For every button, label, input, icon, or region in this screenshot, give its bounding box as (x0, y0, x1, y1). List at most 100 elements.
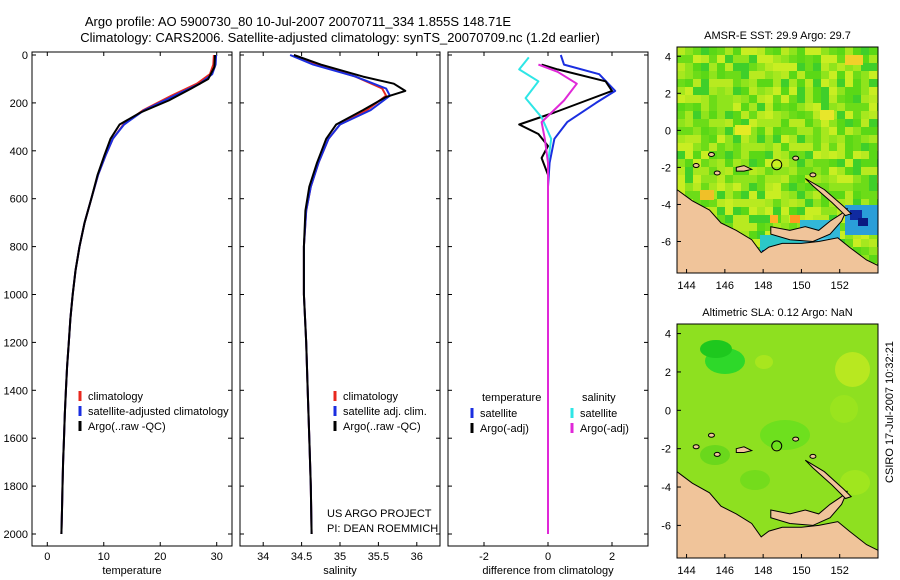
sst-cell (765, 167, 773, 175)
sst-cell (797, 167, 805, 175)
legend-label: Argo(..raw -QC) (343, 421, 421, 433)
sst-cell (765, 143, 773, 151)
sst-cell (749, 55, 757, 63)
sst-cell (741, 119, 749, 127)
sst-cell (733, 223, 741, 231)
sst-cell (725, 71, 733, 79)
sst-cell (789, 191, 797, 199)
sst-cell (709, 199, 717, 207)
sst-cell (757, 175, 765, 183)
sst-cell (853, 111, 861, 119)
map-title: AMSR-E SST: 29.9 Argo: 29.7 (704, 30, 851, 42)
sst-cell (853, 95, 861, 103)
sst-cell (725, 47, 733, 55)
sst-cell (797, 207, 805, 215)
sst-cell (725, 95, 733, 103)
side-stamp: CSIRO 17-Jul-2007 10:32:21 (884, 341, 896, 483)
sst-cell (749, 151, 757, 159)
sst-cell (741, 87, 749, 95)
land-manus (735, 446, 754, 453)
sst-cell (773, 63, 781, 71)
sst-cell (749, 223, 757, 231)
sst-cell (685, 79, 693, 87)
sst-cell (709, 143, 717, 151)
sst-cell (757, 95, 765, 103)
sst-cell (709, 87, 717, 95)
series-line-argo-adj- (538, 63, 578, 534)
y-tick-label: 400 (10, 146, 28, 158)
sst-cell (725, 119, 733, 127)
x-tick-label: 34 (257, 551, 269, 563)
sst-cell (837, 47, 845, 55)
sst-cell (821, 199, 829, 207)
sst-cell (709, 135, 717, 143)
x-tick-label: 152 (831, 565, 849, 577)
sst-cell (829, 103, 837, 111)
sst-cell (861, 135, 869, 143)
sst-cell (797, 159, 805, 167)
sst-cool-patch (858, 218, 868, 226)
sst-cell (677, 79, 685, 87)
sla-patch (760, 420, 810, 450)
sst-cell (797, 199, 805, 207)
sst-cell (677, 135, 685, 143)
legend-label: satellite adj. clim. (343, 406, 427, 418)
sst-cell (789, 47, 797, 55)
sst-cell (773, 95, 781, 103)
sst-cell (829, 119, 837, 127)
sst-cell (717, 119, 725, 127)
sst-cell (821, 119, 829, 127)
land-new-guinea (677, 188, 878, 273)
sst-cell (709, 207, 717, 215)
legend-label: Argo(-adj) (480, 423, 529, 435)
sst-cell (725, 159, 733, 167)
sst-cell (773, 143, 781, 151)
sst-cell (709, 159, 717, 167)
sst-cell (693, 151, 701, 159)
sst-cell (749, 95, 757, 103)
land-new-britain (770, 490, 848, 526)
sst-cell (829, 95, 837, 103)
y-tick-label: 0 (22, 50, 28, 62)
sst-cell (757, 223, 765, 231)
sst-cell (789, 71, 797, 79)
sst-cell (741, 231, 749, 239)
sst-cell (845, 175, 853, 183)
y-tick-label: 1600 (4, 433, 28, 445)
sst-cell (773, 87, 781, 95)
land-islet (692, 163, 700, 169)
sst-cell (717, 143, 725, 151)
sst-cell (805, 167, 813, 175)
sst-cell (797, 111, 805, 119)
sst-cell (741, 199, 749, 207)
y-tick-label: 1400 (4, 385, 28, 397)
sst-cell (701, 167, 709, 175)
sst-cell (717, 199, 725, 207)
y-tick-label: 4 (665, 51, 671, 63)
sst-cell (749, 111, 757, 119)
sst-cell (757, 127, 765, 135)
sst-cell (685, 103, 693, 111)
sst-cell (837, 183, 845, 191)
x-tick-label: 36 (411, 551, 423, 563)
sst-cell (845, 111, 853, 119)
sst-cell (821, 175, 829, 183)
legend-group-title: temperature (482, 392, 541, 404)
sst-cell (741, 143, 749, 151)
y-tick-label: -6 (661, 237, 671, 249)
sst-cell (805, 119, 813, 127)
sst-cell (869, 55, 877, 63)
sst-cell (741, 191, 749, 199)
sst-cell (693, 95, 701, 103)
sst-cool-patch (850, 210, 862, 220)
land-manus (735, 165, 754, 172)
sst-cell (869, 87, 877, 95)
sst-cell (813, 135, 821, 143)
x-tick-label: -2 (479, 551, 489, 563)
sst-cell (845, 119, 853, 127)
sst-cell (685, 151, 693, 159)
sst-cell (837, 119, 845, 127)
sst-cell (853, 239, 861, 247)
sst-cell (845, 47, 853, 55)
land-islet (692, 444, 700, 450)
